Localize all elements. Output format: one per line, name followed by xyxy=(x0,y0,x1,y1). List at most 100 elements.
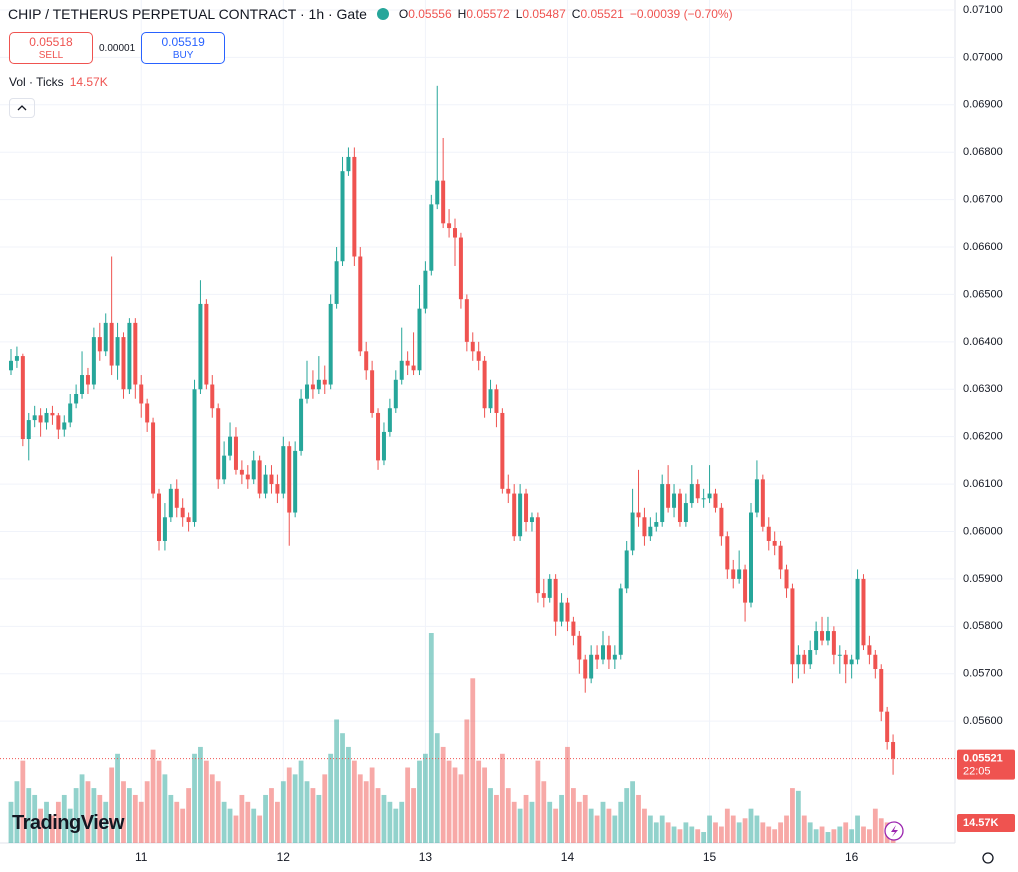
indicator-name: Vol · Ticks xyxy=(9,75,64,89)
candle-body xyxy=(695,484,700,499)
volume-bar xyxy=(671,826,677,843)
volume-bar xyxy=(837,826,843,843)
volume-bar xyxy=(144,781,150,843)
volume-bar xyxy=(612,815,618,843)
legend-value: 0.05572 xyxy=(466,7,510,21)
y-tick-label: 0.06200 xyxy=(963,431,1003,443)
volume-bar xyxy=(665,822,671,843)
volume-bar xyxy=(600,801,606,843)
volume-bar xyxy=(588,808,594,843)
y-tick-label: 0.07000 xyxy=(963,51,1003,63)
candle-body xyxy=(488,389,493,409)
candle-body xyxy=(672,493,677,508)
candle-body xyxy=(790,588,795,665)
sell-button[interactable]: 0.05518 SELL xyxy=(9,32,93,64)
candle-body xyxy=(245,474,250,480)
volume-bar xyxy=(736,822,742,843)
candle-body xyxy=(263,474,268,494)
y-tick-label: 0.07100 xyxy=(963,4,1003,16)
settings-icon xyxy=(982,852,994,864)
candle-body xyxy=(275,484,280,494)
volume-bar xyxy=(559,794,564,843)
header: CHIP / TETHERUS PERPETUAL CONTRACT · 1h … xyxy=(8,6,739,22)
candle-body xyxy=(778,545,783,570)
volume-bar xyxy=(150,749,156,843)
volume-bar xyxy=(67,808,73,843)
candle-body xyxy=(754,479,759,513)
volume-bar xyxy=(340,733,345,843)
volume-bar xyxy=(571,788,576,843)
legend-change: −0.00039 (−0.70%) xyxy=(629,7,733,21)
volume-bar xyxy=(109,767,115,843)
volume-bar xyxy=(399,801,405,843)
spread: 0.00001 xyxy=(99,42,136,54)
candle-body xyxy=(435,180,440,205)
y-tick-label: 0.06100 xyxy=(963,478,1003,490)
candle-body xyxy=(429,204,434,271)
volume-bar xyxy=(423,753,428,843)
candle-body xyxy=(97,337,102,352)
candle-body xyxy=(80,375,85,395)
trade-buttons: 0.05518 SELL 0.00001 0.05519 BUY xyxy=(9,32,226,64)
candle-body xyxy=(198,303,203,390)
candle-body xyxy=(109,322,114,366)
volume-bar xyxy=(263,794,268,843)
candle-body xyxy=(731,569,736,579)
volume-bar xyxy=(458,774,464,843)
volume-bar xyxy=(192,753,197,843)
volume-bar xyxy=(576,801,582,843)
volume-bar xyxy=(636,794,641,843)
y-tick-label: 0.06500 xyxy=(963,288,1003,300)
volume-bar xyxy=(855,815,860,843)
x-tick-label: 15 xyxy=(703,850,717,864)
volume-bar xyxy=(292,774,298,843)
volume-bar xyxy=(55,801,61,843)
volume-bar xyxy=(269,788,274,843)
collapse-button[interactable] xyxy=(9,98,35,118)
candle-body xyxy=(571,621,576,636)
volume-bar xyxy=(132,794,138,843)
volume-bar xyxy=(322,774,328,843)
volume-bar xyxy=(381,794,387,843)
candle-body xyxy=(707,493,712,499)
candle-body xyxy=(606,645,611,660)
candle-body xyxy=(381,431,386,461)
volume-bar xyxy=(499,753,505,843)
candle-body xyxy=(476,351,481,361)
candle-body xyxy=(535,517,540,594)
volume-bar xyxy=(778,822,783,843)
legend-value: 0.05487 xyxy=(522,7,566,21)
candle-body xyxy=(559,602,564,622)
volume-bar xyxy=(713,822,718,843)
volume-bar xyxy=(677,829,683,843)
candle-body xyxy=(831,631,836,655)
candle-body xyxy=(145,403,150,423)
indicator-value: 14.57K xyxy=(69,75,108,89)
y-tick-label: 0.05700 xyxy=(963,668,1003,680)
candle-body xyxy=(796,654,801,665)
candle-body xyxy=(26,420,31,440)
candle-body xyxy=(411,365,416,371)
volume-bar xyxy=(334,719,339,843)
volume-bar xyxy=(807,822,813,843)
sell-label: SELL xyxy=(38,50,64,61)
volume-bar xyxy=(387,801,393,843)
sell-price: 0.05518 xyxy=(29,35,73,49)
volume-bar xyxy=(357,774,363,843)
volume-bar xyxy=(795,790,801,843)
candle-body xyxy=(74,394,79,404)
y-tick-label: 0.06300 xyxy=(963,383,1003,395)
volume-bar xyxy=(97,794,103,843)
y-tick-label: 0.06600 xyxy=(963,241,1003,253)
volume-bar xyxy=(470,678,476,843)
volume-bar xyxy=(168,794,174,843)
candle-body xyxy=(565,602,570,622)
y-tick-label: 0.05900 xyxy=(963,573,1003,585)
candle-body xyxy=(192,389,197,523)
candle-body xyxy=(737,569,742,579)
volume-bar xyxy=(482,767,487,843)
candle-body xyxy=(677,493,682,523)
buy-button[interactable]: 0.05519 BUY xyxy=(141,32,226,64)
